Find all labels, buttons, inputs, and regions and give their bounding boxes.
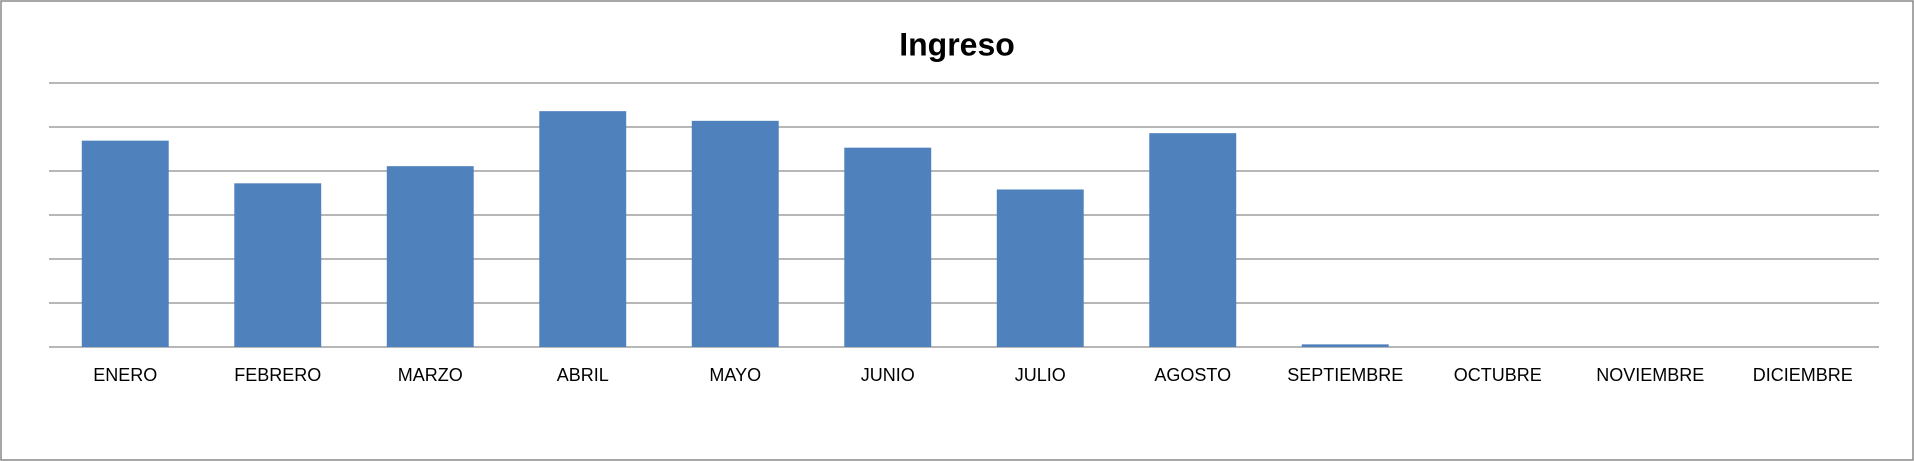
- x-tick-label: AGOSTO: [1154, 365, 1231, 385]
- x-tick-label: ENERO: [93, 365, 157, 385]
- x-tick-label: DICIEMBRE: [1753, 365, 1853, 385]
- bar: [844, 147, 932, 347]
- x-tick-label: MARZO: [398, 365, 463, 385]
- bar: [1149, 133, 1237, 347]
- x-tick-label: SEPTIEMBRE: [1287, 365, 1403, 385]
- x-tick-label: OCTUBRE: [1454, 365, 1542, 385]
- chart-title: Ingreso: [899, 26, 1015, 62]
- x-tick-label: JUNIO: [861, 365, 915, 385]
- x-tick-label: JULIO: [1015, 365, 1066, 385]
- bar: [81, 140, 169, 347]
- bar: [234, 183, 322, 347]
- bar: [691, 120, 779, 347]
- x-tick-label: FEBRERO: [234, 365, 321, 385]
- x-tick-label: ABRIL: [557, 365, 609, 385]
- bar: [386, 166, 474, 347]
- x-tick-label: NOVIEMBRE: [1596, 365, 1704, 385]
- bar: [1301, 344, 1389, 347]
- x-tick-label: MAYO: [709, 365, 761, 385]
- bar: [996, 189, 1084, 347]
- bar: [539, 111, 627, 347]
